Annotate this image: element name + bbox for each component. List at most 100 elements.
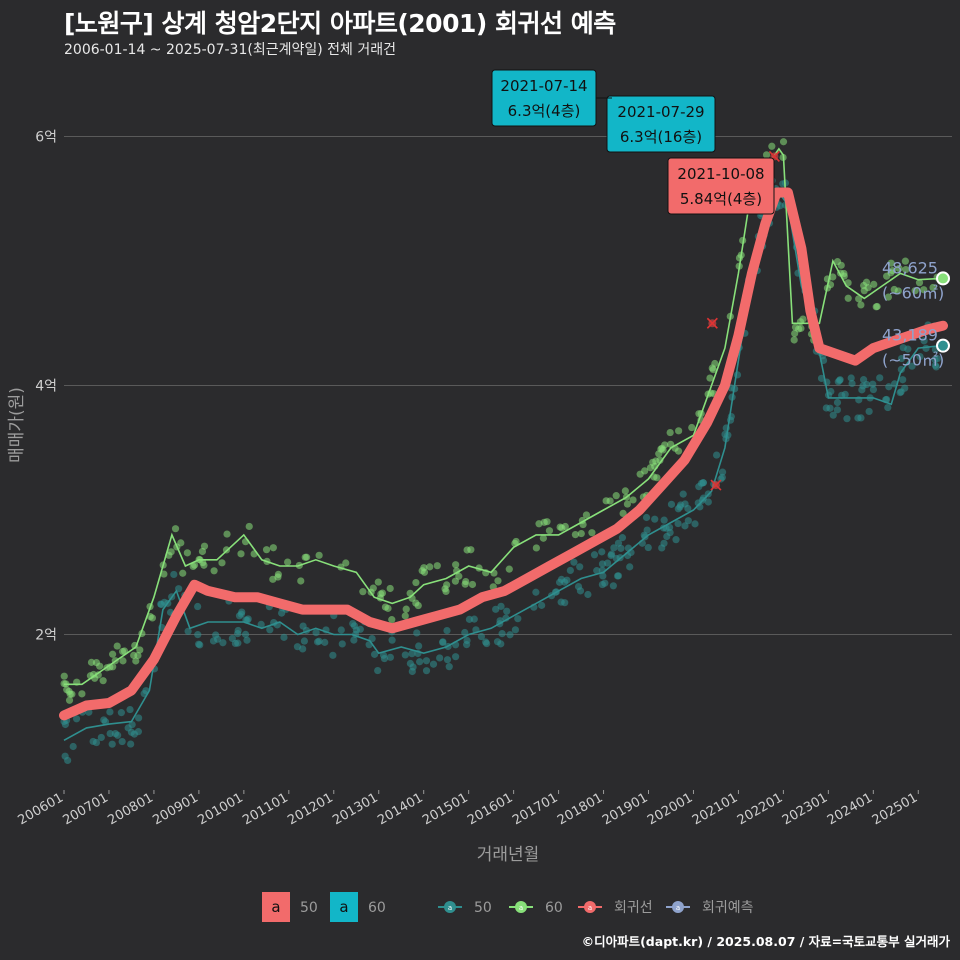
- x-tick-label: 202401: [825, 790, 875, 828]
- transaction-dot: [691, 520, 699, 528]
- x-tick-label: 201601: [465, 790, 515, 828]
- transaction-dot: [896, 389, 904, 397]
- cancel-mark: [710, 479, 722, 491]
- transaction-dot: [374, 578, 382, 586]
- transaction-dot: [127, 740, 135, 748]
- series-lines-layer: [59, 147, 948, 742]
- transaction-dot: [315, 637, 323, 645]
- transaction-dot: [834, 378, 842, 386]
- transaction-dot: [681, 522, 689, 530]
- transaction-dot: [790, 336, 798, 344]
- transaction-dot: [599, 572, 607, 580]
- transaction-dot: [69, 742, 77, 751]
- transaction-dot: [619, 509, 627, 518]
- transaction-dot: [160, 570, 168, 578]
- transaction-dot: [916, 352, 924, 361]
- transaction-dot: [796, 318, 805, 326]
- legend-fill-label: 60: [368, 900, 386, 916]
- end-point-marker: [936, 271, 951, 286]
- transaction-dot: [829, 411, 837, 419]
- transaction-dot: [89, 737, 97, 746]
- transaction-dot: [370, 650, 379, 658]
- transaction-dot: [416, 658, 424, 666]
- legend-fill-label: 50: [300, 900, 318, 916]
- legend-line-marker: [672, 901, 684, 913]
- x-tick-label: 201701: [510, 790, 560, 828]
- transaction-dot: [617, 544, 625, 552]
- marks-layer: 48,625 (~60㎡) 43,189 (~50㎡): [706, 150, 951, 491]
- transaction-dot: [388, 616, 396, 624]
- transaction-dot: [733, 371, 742, 379]
- legend-line-marker-letter: a: [588, 904, 592, 912]
- transaction-dot: [183, 549, 191, 557]
- x-tick-label: 202501: [870, 790, 920, 828]
- transaction-dot: [65, 696, 74, 704]
- transaction-dot: [643, 526, 651, 534]
- transaction-dot: [218, 559, 226, 567]
- legend-line-label: 회귀선: [614, 900, 653, 916]
- transaction-dot: [768, 142, 776, 150]
- transaction-dot: [243, 636, 251, 644]
- transaction-dot: [463, 546, 471, 554]
- transaction-dot: [688, 423, 696, 432]
- transaction-dot: [588, 529, 596, 537]
- transaction-dot: [408, 650, 416, 658]
- transaction-dot: [899, 376, 907, 384]
- transaction-dot: [338, 640, 346, 648]
- transaction-dot: [108, 740, 116, 748]
- transaction-dot: [902, 265, 910, 274]
- transaction-dot: [223, 530, 231, 538]
- transaction-dot: [439, 638, 447, 647]
- transaction-dot: [388, 636, 396, 644]
- transaction-dot: [493, 638, 502, 646]
- transaction-dot: [901, 257, 909, 265]
- transaction-dot: [677, 501, 685, 509]
- chart-title: [노원구] 상계 청암2단지 아파트(2001) 회귀선 예측: [64, 9, 616, 38]
- x-tick-label: 201101: [240, 790, 290, 828]
- x-tick-label: 202001: [645, 790, 695, 828]
- transaction-dot: [194, 631, 202, 639]
- transaction-dot: [386, 584, 394, 593]
- transaction-dot: [571, 531, 579, 539]
- transaction-dot: [684, 504, 692, 513]
- x-tick-label: 200901: [150, 790, 200, 828]
- transaction-dot: [462, 577, 470, 586]
- transaction-dot: [854, 414, 862, 422]
- annotation-date: 2021-10-08: [677, 165, 764, 183]
- transaction-dot: [210, 567, 218, 575]
- transaction-dot: [607, 550, 616, 558]
- transaction-dot: [869, 385, 877, 394]
- annotation-price: 5.84억(4층): [680, 190, 762, 208]
- transaction-dot: [704, 498, 712, 506]
- annotation-label: 2021-10-08 5.84억(4층): [667, 157, 775, 215]
- transaction-dot: [674, 447, 683, 455]
- transaction-dot: [119, 657, 127, 665]
- transaction-dot: [570, 558, 578, 566]
- transaction-dot: [557, 598, 565, 606]
- transaction-dot: [626, 563, 634, 571]
- x-tick-label: 201801: [555, 790, 605, 828]
- transaction-dot: [584, 590, 592, 599]
- transaction-dot: [660, 516, 668, 524]
- y-axis-title: 매매가(원): [7, 387, 27, 463]
- transaction-dot: [418, 567, 426, 575]
- transaction-dot: [177, 539, 185, 547]
- transaction-dot: [61, 752, 69, 760]
- transaction-dot: [532, 544, 540, 552]
- x-tick-label: 201401: [375, 790, 425, 828]
- transaction-dot: [303, 553, 311, 561]
- transaction-dot: [245, 522, 253, 531]
- transaction-dot: [78, 690, 86, 698]
- transaction-dot: [415, 642, 423, 650]
- transaction-dot: [329, 651, 337, 659]
- transaction-dot: [68, 690, 76, 698]
- transaction-dot: [134, 728, 142, 736]
- transaction-dot: [198, 547, 207, 556]
- transaction-dot: [649, 458, 657, 466]
- transaction-dot: [118, 737, 126, 746]
- transaction-dot: [101, 718, 110, 726]
- transaction-dot: [576, 587, 585, 595]
- transaction-dot: [124, 724, 132, 732]
- transaction-dot: [134, 651, 142, 660]
- transaction-dot: [514, 615, 522, 623]
